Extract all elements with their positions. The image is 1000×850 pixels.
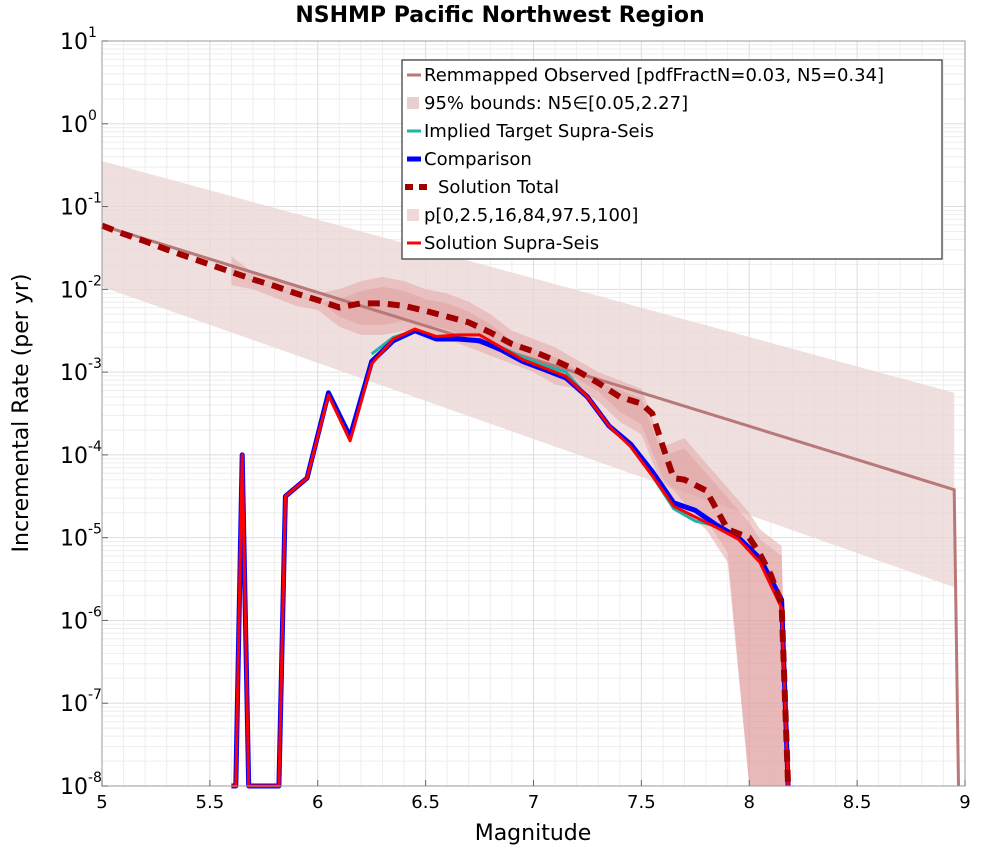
observed-line — [101, 224, 960, 787]
y-tick-base: 10 — [60, 30, 88, 55]
x-tick-label: 6.5 — [411, 792, 440, 813]
y-tick-base: 10 — [60, 113, 88, 138]
legend-label: Implied Target Supra-Seis — [424, 121, 654, 142]
y-tick-exponent: -2 — [88, 273, 102, 289]
legend-swatch — [407, 209, 419, 221]
x-tick-label: 6 — [312, 792, 323, 813]
x-tick-label: 7.5 — [627, 792, 656, 813]
y-tick-exponent: -4 — [88, 439, 102, 455]
x-tick-label: 5 — [96, 792, 107, 813]
y-tick-base: 10 — [60, 609, 88, 634]
y-tick-base: 10 — [60, 361, 88, 386]
y-tick-exponent: 1 — [88, 25, 97, 41]
x-axis-ticks: 5 5.5 6 6.5 7 7.5 8 8.5 9 — [96, 780, 971, 813]
y-tick-exponent: -6 — [88, 604, 102, 620]
x-tick-label: 7 — [528, 792, 539, 813]
legend-label: Comparison — [424, 149, 532, 170]
y-axis-label: Incremental Rate (per yr) — [9, 274, 34, 553]
solution-total-line — [100, 222, 792, 787]
observed-95-bounds-band — [102, 161, 955, 588]
y-tick-label: 10-6 — [60, 604, 102, 634]
legend-swatch — [407, 97, 419, 109]
y-tick-base: 10 — [60, 196, 88, 221]
legend-label: Solution Supra-Seis — [424, 233, 599, 254]
y-tick-label: 10-8 — [60, 770, 102, 800]
legend-box — [401, 59, 943, 260]
legend-label: Remmapped Observed [pdfFractN=0.03, N5=0… — [424, 65, 884, 86]
x-tick-label: 8 — [744, 792, 755, 813]
y-tick-exponent: -1 — [88, 191, 102, 207]
legend-label: p[0,2.5,16,84,97.5,100] — [424, 205, 638, 226]
y-tick-base: 10 — [60, 775, 88, 800]
y-tick-base: 10 — [60, 278, 88, 303]
x-tick-label: 8.5 — [843, 792, 872, 813]
legend: Remmapped Observed [pdfFractN=0.03, N5=0… — [401, 59, 943, 260]
x-axis-label: Magnitude — [475, 821, 592, 846]
y-tick-label: 10-5 — [60, 522, 102, 552]
y-tick-label: 10-3 — [60, 356, 102, 386]
legend-label: Solution Total — [438, 177, 559, 198]
legend-label: 95% bounds: N5∈[0.05,2.27] — [424, 93, 688, 114]
uncertainty-bands — [102, 161, 955, 796]
y-tick-base: 10 — [60, 527, 88, 552]
solution-total-outer-band — [231, 256, 789, 786]
y-tick-exponent: -7 — [88, 687, 102, 703]
y-tick-exponent: 0 — [88, 108, 97, 124]
y-tick-label: 100 — [60, 108, 97, 138]
y-tick-label: 101 — [60, 25, 97, 55]
y-tick-label: 10-7 — [60, 687, 102, 717]
y-tick-base: 10 — [60, 444, 88, 469]
y-tick-exponent: -8 — [88, 770, 102, 786]
y-tick-label: 10-4 — [60, 439, 102, 469]
chart-title: NSHMP Pacific Northwest Region — [295, 3, 704, 28]
x-tick-label: 5.5 — [196, 792, 225, 813]
y-tick-base: 10 — [60, 692, 88, 717]
x-tick-label: 9 — [959, 792, 970, 813]
y-tick-label: 10-2 — [60, 273, 102, 303]
y-tick-label: 10-1 — [60, 191, 102, 221]
y-tick-exponent: -5 — [88, 522, 102, 538]
y-tick-exponent: -3 — [88, 356, 102, 372]
